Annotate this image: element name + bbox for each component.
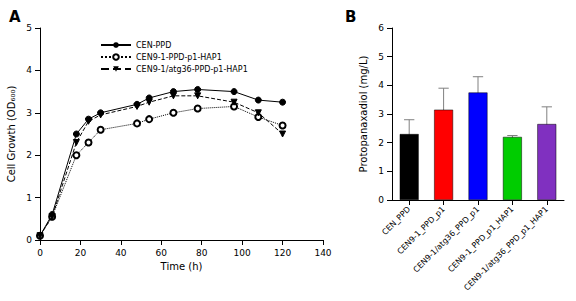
svg-text:CEN9-1/atg36_PPD_p1: CEN9-1/atg36_PPD_p1 (412, 205, 482, 275)
svg-text:0: 0 (26, 235, 32, 245)
svg-text:CEN_PPD: CEN_PPD (380, 205, 412, 237)
svg-text:Protopanaxadiol (mg/L): Protopanaxadiol (mg/L) (358, 55, 369, 172)
svg-text:4: 4 (378, 80, 384, 90)
svg-text:140: 140 (314, 248, 331, 258)
svg-text:CEN9-1_PPD_p1: CEN9-1_PPD_p1 (395, 204, 447, 257)
svg-text:3: 3 (378, 109, 384, 119)
svg-text:5: 5 (378, 52, 384, 62)
svg-text:100: 100 (234, 248, 251, 258)
svg-text:A: A (9, 8, 21, 26)
svg-text:CEN9-1_PPD_p1_HAP1: CEN9-1_PPD_p1_HAP1 (446, 205, 515, 274)
svg-text:5: 5 (26, 23, 32, 33)
svg-text:1: 1 (26, 193, 32, 203)
svg-text:2: 2 (378, 138, 384, 148)
svg-text:CEN9-1/atg36_PPD_p1_HAP1: CEN9-1/atg36_PPD_p1_HAP1 (462, 205, 550, 293)
svg-text:CEN9-1/atg36-PPD-p1-HAP1: CEN9-1/atg36-PPD-p1-HAP1 (136, 65, 248, 74)
svg-text:Cell Growth (OD₆₀₀): Cell Growth (OD₆₀₀) (6, 86, 17, 183)
svg-text:4: 4 (26, 65, 32, 75)
svg-text:CEN-PPD: CEN-PPD (136, 41, 171, 50)
svg-text:B: B (345, 8, 356, 26)
svg-text:0: 0 (37, 248, 43, 258)
svg-text:0: 0 (378, 195, 384, 205)
svg-text:2: 2 (26, 150, 32, 160)
svg-text:3: 3 (26, 108, 32, 118)
svg-text:Time (h): Time (h) (160, 261, 203, 272)
svg-text:20: 20 (75, 248, 87, 258)
svg-text:80: 80 (196, 248, 208, 258)
svg-text:40: 40 (115, 248, 127, 258)
svg-text:60: 60 (156, 248, 168, 258)
svg-text:6: 6 (378, 23, 384, 33)
svg-text:1: 1 (378, 166, 384, 176)
svg-text:120: 120 (274, 248, 291, 258)
svg-text:CEN9-1-PPD-p1-HAP1: CEN9-1-PPD-p1-HAP1 (136, 53, 222, 62)
